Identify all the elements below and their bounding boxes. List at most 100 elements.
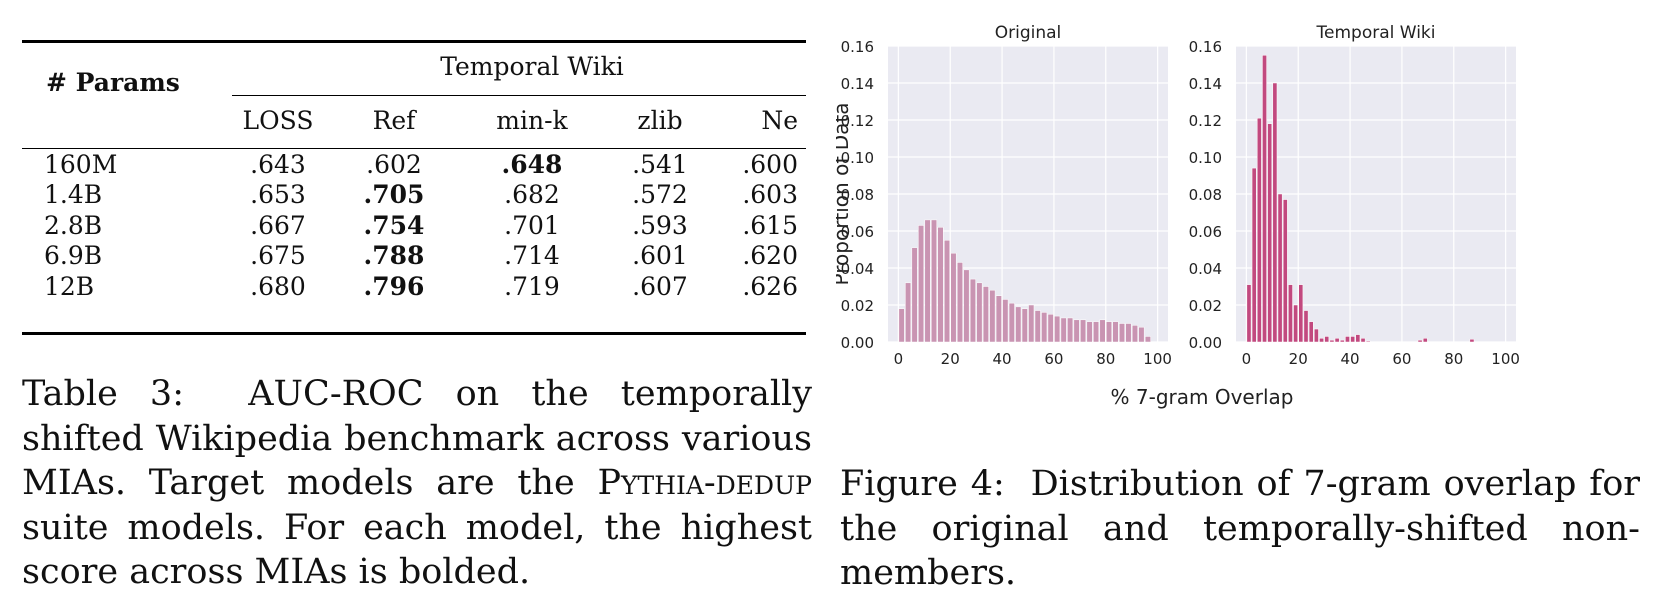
score-cell: .648 xyxy=(501,150,563,179)
histogram-bar xyxy=(1314,328,1319,343)
column-header-mink: min-k xyxy=(496,106,568,135)
score-cell: .705 xyxy=(363,180,425,209)
score-cell: .643 xyxy=(250,150,306,179)
histogram-bar xyxy=(995,295,1002,343)
table-row: 12B .680 .796 .719 .607 .626 xyxy=(22,272,806,304)
group-header: Temporal Wiki xyxy=(440,52,624,81)
score-cell: .607 xyxy=(632,272,688,301)
score-cell: .593 xyxy=(632,211,688,240)
histogram-bar xyxy=(1308,321,1314,343)
histogram-temporal-wiki: 0.00 0.02 0.04 0.06 0.08 0.10 0.12 0.14 0.16 0 20 4… xyxy=(1189,23,1520,368)
histogram-bar xyxy=(1417,339,1423,343)
histogram-bar xyxy=(1008,302,1015,343)
histogram-bar xyxy=(1339,339,1345,343)
histogram-bar xyxy=(976,282,983,343)
histogram-bar xyxy=(1251,167,1257,343)
column-headers: LOSS Ref min-k zlib Ne xyxy=(22,106,806,142)
y-tick-label: 0.08 xyxy=(1189,186,1222,204)
x-tick-label: 100 xyxy=(1143,350,1172,368)
score-cell: .680 xyxy=(250,272,306,301)
histogram-bar xyxy=(1073,319,1080,343)
x-tick-label: 40 xyxy=(1341,350,1360,368)
histogram-bar xyxy=(1267,123,1273,343)
table-caption-text: AUC-ROC on the temporally shifted Wikipe… xyxy=(22,374,812,503)
params-header: # Params xyxy=(46,68,180,97)
y-tick-label: 0.10 xyxy=(1189,149,1222,167)
table-row: 6.9B .675 .788 .714 .601 .620 xyxy=(22,241,806,273)
histogram-bar xyxy=(1093,321,1100,343)
y-tick-label: 0.08 xyxy=(841,186,874,204)
x-tick-label: 40 xyxy=(993,350,1012,368)
column-header-ref: Ref xyxy=(372,106,416,135)
score-cell: .602 xyxy=(366,150,422,179)
x-tick-label: 0 xyxy=(1242,350,1252,368)
histogram-bar xyxy=(1355,334,1361,343)
param-count-cell: 160M xyxy=(44,150,118,179)
score-cell: .788 xyxy=(363,241,425,270)
histogram-bar xyxy=(1288,284,1293,343)
column-header-loss: LOSS xyxy=(242,106,314,135)
histogram-bar xyxy=(1277,193,1283,343)
score-cell: .796 xyxy=(363,272,425,301)
histogram-bar xyxy=(1054,315,1061,343)
score-cell: .626 xyxy=(742,272,798,301)
y-tick-label: 0.12 xyxy=(841,112,874,130)
y-tick-label: 0.00 xyxy=(841,334,874,352)
histogram-bar xyxy=(1329,339,1335,343)
y-tick-label: 0.14 xyxy=(1189,75,1222,93)
histogram-bar xyxy=(1262,55,1267,343)
x-tick-label: 60 xyxy=(1044,350,1063,368)
x-axis-label: % 7-gram Overlap xyxy=(1111,385,1294,409)
score-cell: .603 xyxy=(742,180,798,209)
histogram-bar xyxy=(1272,82,1278,343)
table-row: 1.4B .653 .705 .682 .572 .603 xyxy=(22,180,806,212)
table-caption-prefix: Table 3: xyxy=(22,374,184,414)
histogram-bar xyxy=(1028,304,1035,343)
histogram-original: 0.00 0.02 0.04 0.06 0.08 0.10 0.12 0.14 0.16 0 20 4… xyxy=(841,23,1172,368)
histogram-bar xyxy=(1282,199,1288,343)
score-cell: .615 xyxy=(742,211,798,240)
histogram-bar xyxy=(1334,338,1340,343)
y-tick-label: 0.16 xyxy=(841,38,874,56)
histogram-bar xyxy=(1469,338,1475,343)
histogram-bar xyxy=(1246,284,1252,343)
column-header-ne: Ne xyxy=(761,106,798,135)
figure-caption: Figure 4: Distribution of 7-gram overlap… xyxy=(840,462,1640,596)
histogram-bar xyxy=(963,269,970,343)
panel-title: Temporal Wiki xyxy=(1316,23,1436,43)
histogram-bar xyxy=(956,262,963,343)
histogram-bar xyxy=(989,289,996,343)
y-tick-label: 0.04 xyxy=(1189,260,1222,278)
y-tick-label: 0.00 xyxy=(1189,334,1222,352)
histogram-bar xyxy=(1112,321,1119,343)
histogram-bar xyxy=(1002,299,1009,343)
table-row: 2.8B .667 .754 .701 .593 .615 xyxy=(22,211,806,243)
histogram-bar xyxy=(918,225,925,343)
score-cell: .719 xyxy=(504,272,560,301)
histogram-bar xyxy=(898,308,905,343)
histogram-bar xyxy=(1131,325,1138,343)
figure-caption-prefix: Figure 4: xyxy=(840,464,1005,504)
histogram-bar xyxy=(1015,306,1022,343)
histogram-bar xyxy=(1324,336,1330,343)
histogram-bar xyxy=(1144,336,1151,343)
histogram-bar xyxy=(937,227,944,343)
y-tick-label: 0.12 xyxy=(1189,112,1222,130)
table-mid-rule xyxy=(22,148,806,149)
y-tick-label: 0.06 xyxy=(1189,223,1222,241)
histogram-bar xyxy=(1365,340,1371,343)
histogram-bar xyxy=(905,282,912,343)
histogram-bar xyxy=(943,240,950,343)
histogram-bar xyxy=(1086,321,1093,343)
y-axis-label: Proportion of Data xyxy=(836,103,853,286)
score-cell: .620 xyxy=(742,241,798,270)
table-row: 160M .643 .602 .648 .541 .600 xyxy=(22,150,806,182)
score-cell: .675 xyxy=(250,241,306,270)
histogram-bar xyxy=(1060,317,1067,343)
histogram-bar xyxy=(1047,314,1054,343)
x-tick-label: 80 xyxy=(1096,350,1115,368)
score-cell: .653 xyxy=(250,180,306,209)
histogram-bar xyxy=(1303,310,1309,343)
y-tick-label: 0.14 xyxy=(841,75,874,93)
score-cell: .572 xyxy=(632,180,688,209)
